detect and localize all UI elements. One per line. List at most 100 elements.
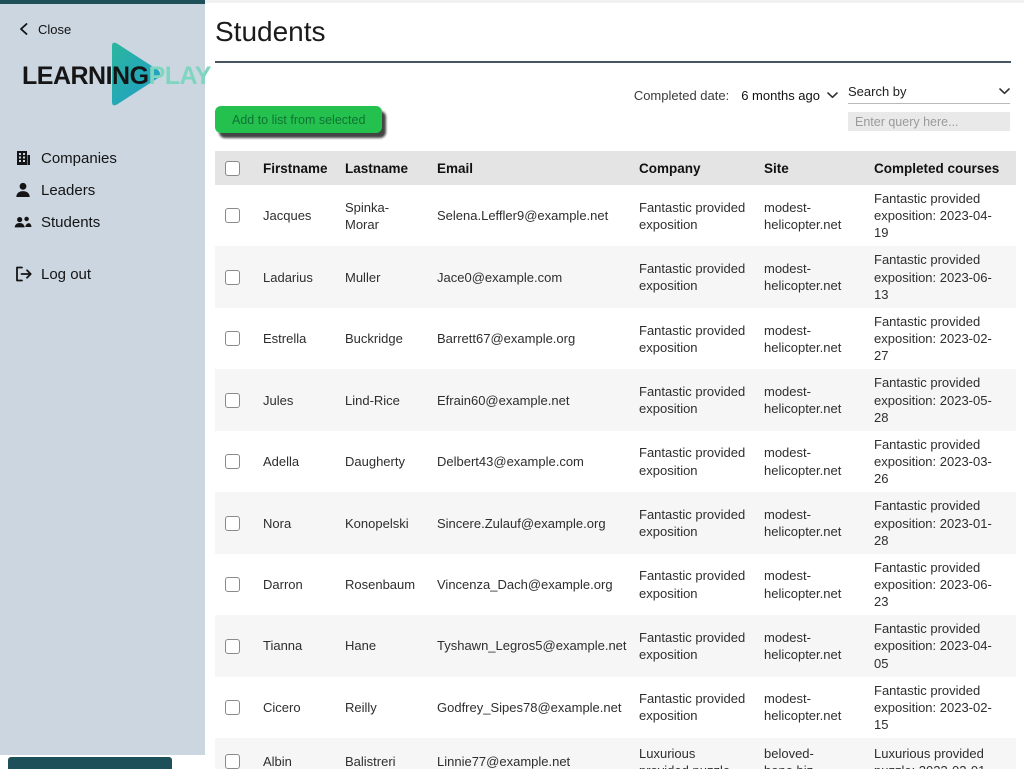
- column-header-lastname: Lastname: [337, 151, 429, 185]
- search-by-select[interactable]: Search by: [848, 84, 1010, 104]
- cell-lastname: Buckridge: [345, 331, 403, 347]
- table-row: Tianna Hane Tyshawn_Legros5@example.net Fan…: [215, 615, 1016, 677]
- table-row: Darron Rosenbaum Vincenza_Dach@example.org…: [215, 554, 1016, 615]
- table-body: Jacques Spinka-Morar Selena.Leffler9@examp…: [215, 185, 1016, 769]
- page-title: Students: [215, 16, 326, 47]
- column-header-firstname: Firstname: [255, 151, 337, 185]
- sidebar: Close LEARNINGPLAY: [0, 4, 211, 755]
- cell-email: Efrain60@example.net: [429, 369, 631, 431]
- person-icon: [14, 181, 32, 199]
- sidebar-item-companies[interactable]: Companies: [14, 146, 194, 170]
- table-header-row: Firstname Lastname Email Company Site Complet…: [215, 151, 1016, 185]
- logo-wordmark: LEARNINGPLAY: [22, 62, 211, 91]
- cell-lastname: Rosenbaum: [345, 576, 416, 592]
- cell-company: Fantastic provided exposition: [639, 322, 746, 355]
- cell-email: Vincenza_Dach@example.org: [437, 576, 613, 592]
- sidebar-item-logout[interactable]: Log out: [14, 262, 194, 286]
- bottom-teal-bar: [8, 757, 172, 769]
- table-row: Cicero Reilly Godfrey_Sipes78@example.net F…: [215, 677, 1016, 738]
- cell-lastname: Konopelski: [337, 492, 429, 554]
- cell-completed: Fantastic provided exposition: 2023-01-2…: [866, 492, 1016, 554]
- cell-company: Fantastic provided exposition: [639, 445, 746, 478]
- cell-site: modest-helicopter.net: [764, 445, 842, 478]
- row-checkbox-cell: [215, 554, 255, 615]
- cell-email: Sincere.Zulauf@example.org: [429, 492, 631, 554]
- cell-email: Barrett67@example.org: [437, 331, 576, 347]
- logout-label: Log out: [41, 265, 92, 283]
- row-checkbox-cell: [215, 431, 255, 492]
- cell-completed: Fantastic provided exposition: 2023-04-1…: [874, 191, 992, 241]
- chevron-down-icon: [827, 92, 838, 99]
- cell-site: modest-helicopter.net: [764, 322, 842, 355]
- cell-company: Fantastic provided exposition: [639, 691, 746, 724]
- sidebar-close-button[interactable]: Close: [14, 20, 71, 38]
- learningplay-logo: LEARNINGPLAY: [22, 38, 211, 116]
- search-input[interactable]: [848, 112, 1010, 131]
- sidebar-item-label: Leaders: [41, 181, 96, 199]
- cell-company: Fantastic provided exposition: [639, 568, 746, 601]
- column-header-email: Email: [429, 151, 631, 185]
- sidebar-item-leaders[interactable]: Leaders: [14, 178, 194, 202]
- cell-site: modest-helicopter.net: [756, 492, 866, 554]
- cell-company: Luxurious provided puzzle: [631, 738, 756, 769]
- row-checkbox[interactable]: [225, 392, 240, 408]
- cell-lastname: Hane: [337, 615, 429, 677]
- row-checkbox[interactable]: [225, 515, 240, 531]
- cell-firstname: Jacques: [263, 208, 312, 224]
- completed-date-label: Completed date:: [633, 88, 730, 103]
- sidebar-item-label: Students: [41, 213, 101, 231]
- cell-site: modest-helicopter.net: [756, 369, 866, 431]
- add-to-list-button[interactable]: Add to list from selected: [215, 106, 383, 133]
- cell-lastname: Spinka-Morar: [345, 199, 390, 232]
- row-checkbox-cell: [215, 677, 255, 738]
- cell-email: Tyshawn_Legros5@example.net: [429, 615, 631, 677]
- row-checkbox[interactable]: [225, 269, 240, 285]
- cell-lastname: Daugherty: [345, 454, 405, 470]
- cell-email: Selena.Leffler9@example.net: [437, 208, 609, 224]
- row-checkbox-cell: [215, 615, 255, 677]
- row-checkbox[interactable]: [225, 638, 240, 654]
- completed-date-value: 6 months ago: [741, 88, 820, 103]
- cell-firstname: Tianna: [255, 615, 337, 677]
- cell-firstname: Nora: [255, 492, 337, 554]
- row-checkbox[interactable]: [225, 331, 240, 347]
- cell-completed: Fantastic provided exposition: 2023-02-1…: [874, 682, 992, 733]
- play-triangle-icon: [112, 42, 160, 106]
- completed-date-filter: Completed date: 6 months ago: [634, 88, 838, 103]
- row-checkbox[interactable]: [225, 208, 240, 224]
- cell-company: Fantastic provided exposition: [631, 246, 756, 308]
- close-label: Close: [38, 21, 72, 37]
- main-content: Students Completed date: 6 months ago Se…: [205, 0, 1024, 769]
- row-checkbox[interactable]: [225, 577, 240, 593]
- row-checkbox-cell: [215, 738, 255, 769]
- logo-part-play: PLAY: [148, 62, 212, 90]
- row-checkbox-cell: [215, 492, 255, 554]
- cell-site: modest-helicopter.net: [764, 691, 842, 724]
- cell-firstname: Ladarius: [255, 246, 337, 308]
- cell-email: Delbert43@example.com: [437, 454, 584, 470]
- cell-firstname: Darron: [263, 576, 303, 592]
- chevron-left-icon: [14, 20, 32, 38]
- completed-date-select[interactable]: 6 months ago: [741, 88, 838, 103]
- row-checkbox-cell: [215, 246, 255, 308]
- logo-part-learning: LEARNING: [22, 62, 149, 90]
- row-checkbox[interactable]: [225, 754, 240, 769]
- sidebar-top-bar: [0, 0, 205, 4]
- cell-company: Fantastic provided exposition: [639, 199, 746, 232]
- table-row: Estrella Buckridge Barrett67@example.org Fa…: [215, 308, 1016, 369]
- cell-firstname: Adella: [263, 454, 300, 470]
- search-by-label: Search by: [848, 84, 907, 99]
- title-divider: [215, 61, 1011, 63]
- cell-firstname: Jules: [255, 369, 337, 431]
- select-all-checkbox[interactable]: [225, 160, 240, 176]
- row-checkbox-cell: [215, 185, 255, 246]
- row-checkbox[interactable]: [225, 454, 240, 470]
- logout-icon: [14, 265, 32, 283]
- sidebar-item-students[interactable]: Students: [14, 210, 194, 234]
- table-row: Nora Konopelski Sincere.Zulauf@example.org…: [215, 492, 1016, 554]
- cell-lastname: Lind-Rice: [337, 369, 429, 431]
- row-checkbox[interactable]: [225, 699, 240, 715]
- building-icon: [14, 149, 32, 167]
- cell-firstname: Cicero: [263, 699, 301, 715]
